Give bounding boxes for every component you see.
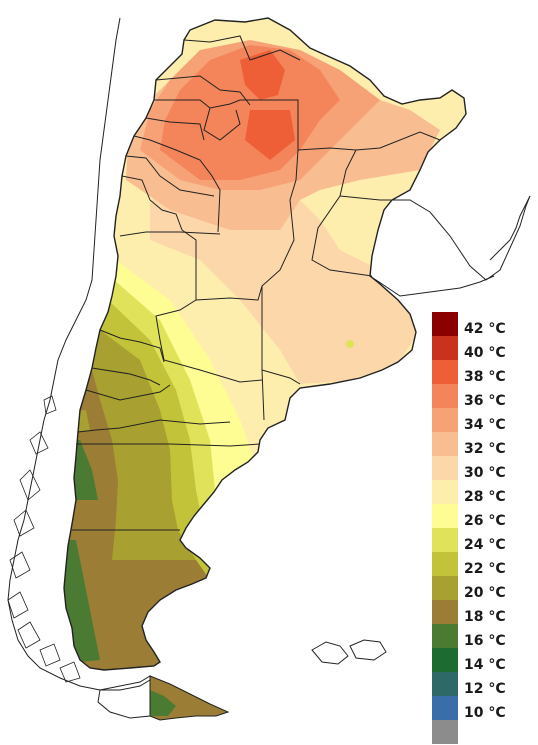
legend-item: 32 °C xyxy=(432,432,532,456)
legend-label: 34 °C xyxy=(464,417,506,433)
legend-item: 10 °C xyxy=(432,696,532,720)
legend-item: 16 °C xyxy=(432,624,532,648)
legend-item: 28 °C xyxy=(432,480,532,504)
legend-item: 26 °C xyxy=(432,504,532,528)
legend-swatch xyxy=(432,696,458,720)
legend-swatch xyxy=(432,600,458,624)
legend-item: 40 °C xyxy=(432,336,532,360)
legend-label: 22 °C xyxy=(464,561,506,577)
legend-swatch xyxy=(432,480,458,504)
legend-item: 36 °C xyxy=(432,384,532,408)
legend-label: 16 °C xyxy=(464,633,506,649)
country-outline xyxy=(63,17,467,671)
temperature-legend: 42 °C 40 °C 38 °C 36 °C 34 °C 32 °C 30 °C 28 °C… xyxy=(432,312,532,744)
legend-label: 42 °C xyxy=(464,321,506,337)
legend-label: 10 °C xyxy=(464,705,506,721)
legend-item: 42 °C xyxy=(432,312,532,336)
legend-label: 20 °C xyxy=(464,585,506,601)
coast-islands xyxy=(7,395,81,683)
legend-swatch xyxy=(432,528,458,552)
legend-label: 30 °C xyxy=(464,465,506,481)
legend-label: 14 °C xyxy=(464,657,506,673)
legend-swatch xyxy=(432,552,458,576)
legend-label: 28 °C xyxy=(464,489,506,505)
legend-label: 40 °C xyxy=(464,345,506,361)
legend-item: 20 °C xyxy=(432,576,532,600)
legend-label: 12 °C xyxy=(464,681,506,697)
legend-label: 18 °C xyxy=(464,609,506,625)
legend-swatch xyxy=(432,408,458,432)
coastal-marker xyxy=(346,340,354,348)
north-coast-line xyxy=(489,195,531,261)
falkland-islands xyxy=(311,639,387,665)
legend-swatch xyxy=(432,672,458,696)
legend-item: 38 °C xyxy=(432,360,532,384)
legend-item: 24 °C xyxy=(432,528,532,552)
legend-item: 14 °C xyxy=(432,648,532,672)
tierra-del-fuego-chile xyxy=(97,675,151,719)
legend-label: 24 °C xyxy=(464,537,506,553)
legend-swatch xyxy=(432,624,458,648)
legend-label: 36 °C xyxy=(464,393,506,409)
legend-item: 30 °C xyxy=(432,456,532,480)
legend-swatch xyxy=(432,720,458,744)
legend-swatch xyxy=(432,576,458,600)
legend-swatch xyxy=(432,384,458,408)
legend-swatch xyxy=(432,312,458,336)
rio-de-la-plata-coast xyxy=(369,275,495,297)
legend-label: 26 °C xyxy=(464,513,506,529)
tierra-del-fuego-cold xyxy=(150,690,176,716)
legend-item: 34 °C xyxy=(432,408,532,432)
legend-swatch xyxy=(432,432,458,456)
legend-item: 12 °C xyxy=(432,672,532,696)
legend-swatch xyxy=(432,504,458,528)
legend-item: 22 °C xyxy=(432,552,532,576)
legend-swatch xyxy=(432,360,458,384)
province-borders xyxy=(72,35,441,531)
legend-swatch xyxy=(432,648,458,672)
uruguay-outline xyxy=(392,195,531,281)
legend-label: 32 °C xyxy=(464,441,506,457)
legend-item xyxy=(432,720,532,744)
legend-swatch xyxy=(432,456,458,480)
legend-swatch xyxy=(432,336,458,360)
chile-outline xyxy=(7,17,151,691)
legend-item: 18 °C xyxy=(432,600,532,624)
legend-label: 38 °C xyxy=(464,369,506,385)
coastal-marker-2 xyxy=(287,345,293,351)
